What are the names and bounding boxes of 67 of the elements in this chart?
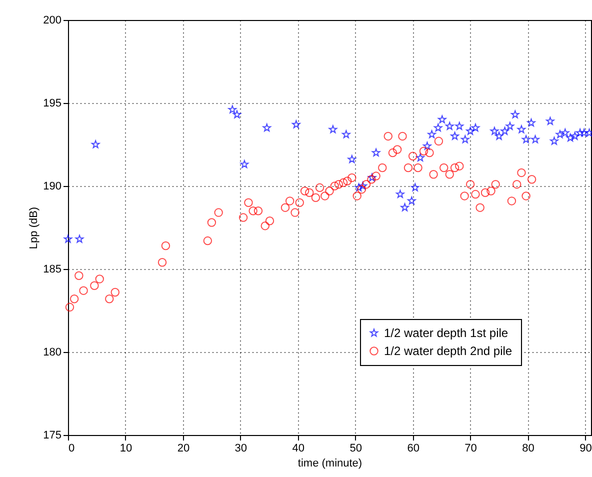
point (400, 203, 409, 212)
point (500, 126, 509, 135)
y-tick-label: 185 (43, 264, 62, 276)
x-tick-label: 30 (234, 442, 248, 454)
point (410, 183, 420, 192)
point (450, 132, 459, 140)
point (580, 128, 588, 137)
point (423, 142, 432, 150)
point (75, 234, 84, 243)
point (471, 124, 480, 132)
x-tick-label: 80 (522, 442, 534, 454)
point (64, 234, 72, 243)
y-tick-label: 195 (43, 98, 62, 110)
x-tick-label: 10 (120, 442, 132, 454)
point (348, 155, 356, 164)
legend-label: 1/2 water depth 1st pile (384, 326, 508, 340)
x-tick-label: 50 (350, 442, 362, 454)
point (445, 122, 454, 130)
point (510, 110, 520, 118)
y-axis-title: Lpp (dB) (28, 206, 40, 250)
point (570, 132, 580, 140)
x-tick-label: 40 (292, 442, 305, 454)
point (240, 160, 249, 168)
y-tick-label: 200 (43, 14, 62, 26)
point (438, 115, 446, 124)
point (494, 132, 504, 140)
point (228, 105, 237, 114)
point (460, 135, 470, 144)
point (368, 173, 376, 182)
point (342, 130, 350, 138)
point (490, 126, 499, 135)
x-tick-label: 0 (68, 442, 75, 454)
point (328, 125, 338, 134)
point (416, 153, 424, 162)
point (455, 122, 464, 130)
legend-label: 1/2 water depth 2nd pile (384, 344, 512, 358)
point (292, 120, 300, 128)
point (506, 122, 514, 130)
point (556, 130, 564, 138)
x-tick-label: 90 (580, 442, 592, 454)
point (408, 196, 416, 205)
point (232, 110, 242, 118)
y-tick-label: 175 (43, 430, 62, 442)
point (517, 125, 526, 134)
point (560, 128, 570, 137)
point (396, 190, 404, 198)
point (522, 135, 530, 144)
point (428, 130, 436, 138)
point (531, 135, 540, 144)
point (466, 126, 474, 135)
point (566, 133, 574, 142)
point (91, 140, 100, 148)
point (527, 118, 536, 127)
x-tick-label: 20 (177, 442, 190, 454)
point (262, 124, 272, 132)
y-tick-label: 190 (43, 180, 62, 192)
point (576, 128, 584, 137)
y-tick-label: 180 (43, 346, 62, 358)
x-tick-label: 60 (407, 442, 420, 454)
point (358, 182, 368, 190)
point (372, 148, 380, 156)
point (434, 124, 442, 132)
x-axis-title: time (minute) (298, 458, 362, 470)
point (550, 136, 558, 145)
x-tick-label: 70 (464, 442, 477, 454)
point (354, 183, 363, 192)
point (546, 116, 554, 125)
